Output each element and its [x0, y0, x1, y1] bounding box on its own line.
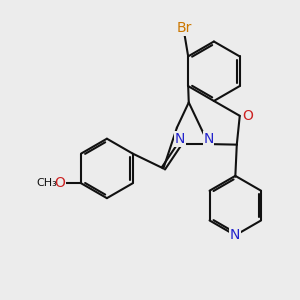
- Text: Br: Br: [176, 21, 192, 35]
- Text: N: N: [230, 228, 241, 242]
- Text: O: O: [242, 109, 253, 123]
- Text: N: N: [175, 132, 185, 146]
- Text: CH₃: CH₃: [36, 178, 57, 188]
- Text: O: O: [54, 176, 65, 190]
- Text: N: N: [203, 132, 214, 146]
